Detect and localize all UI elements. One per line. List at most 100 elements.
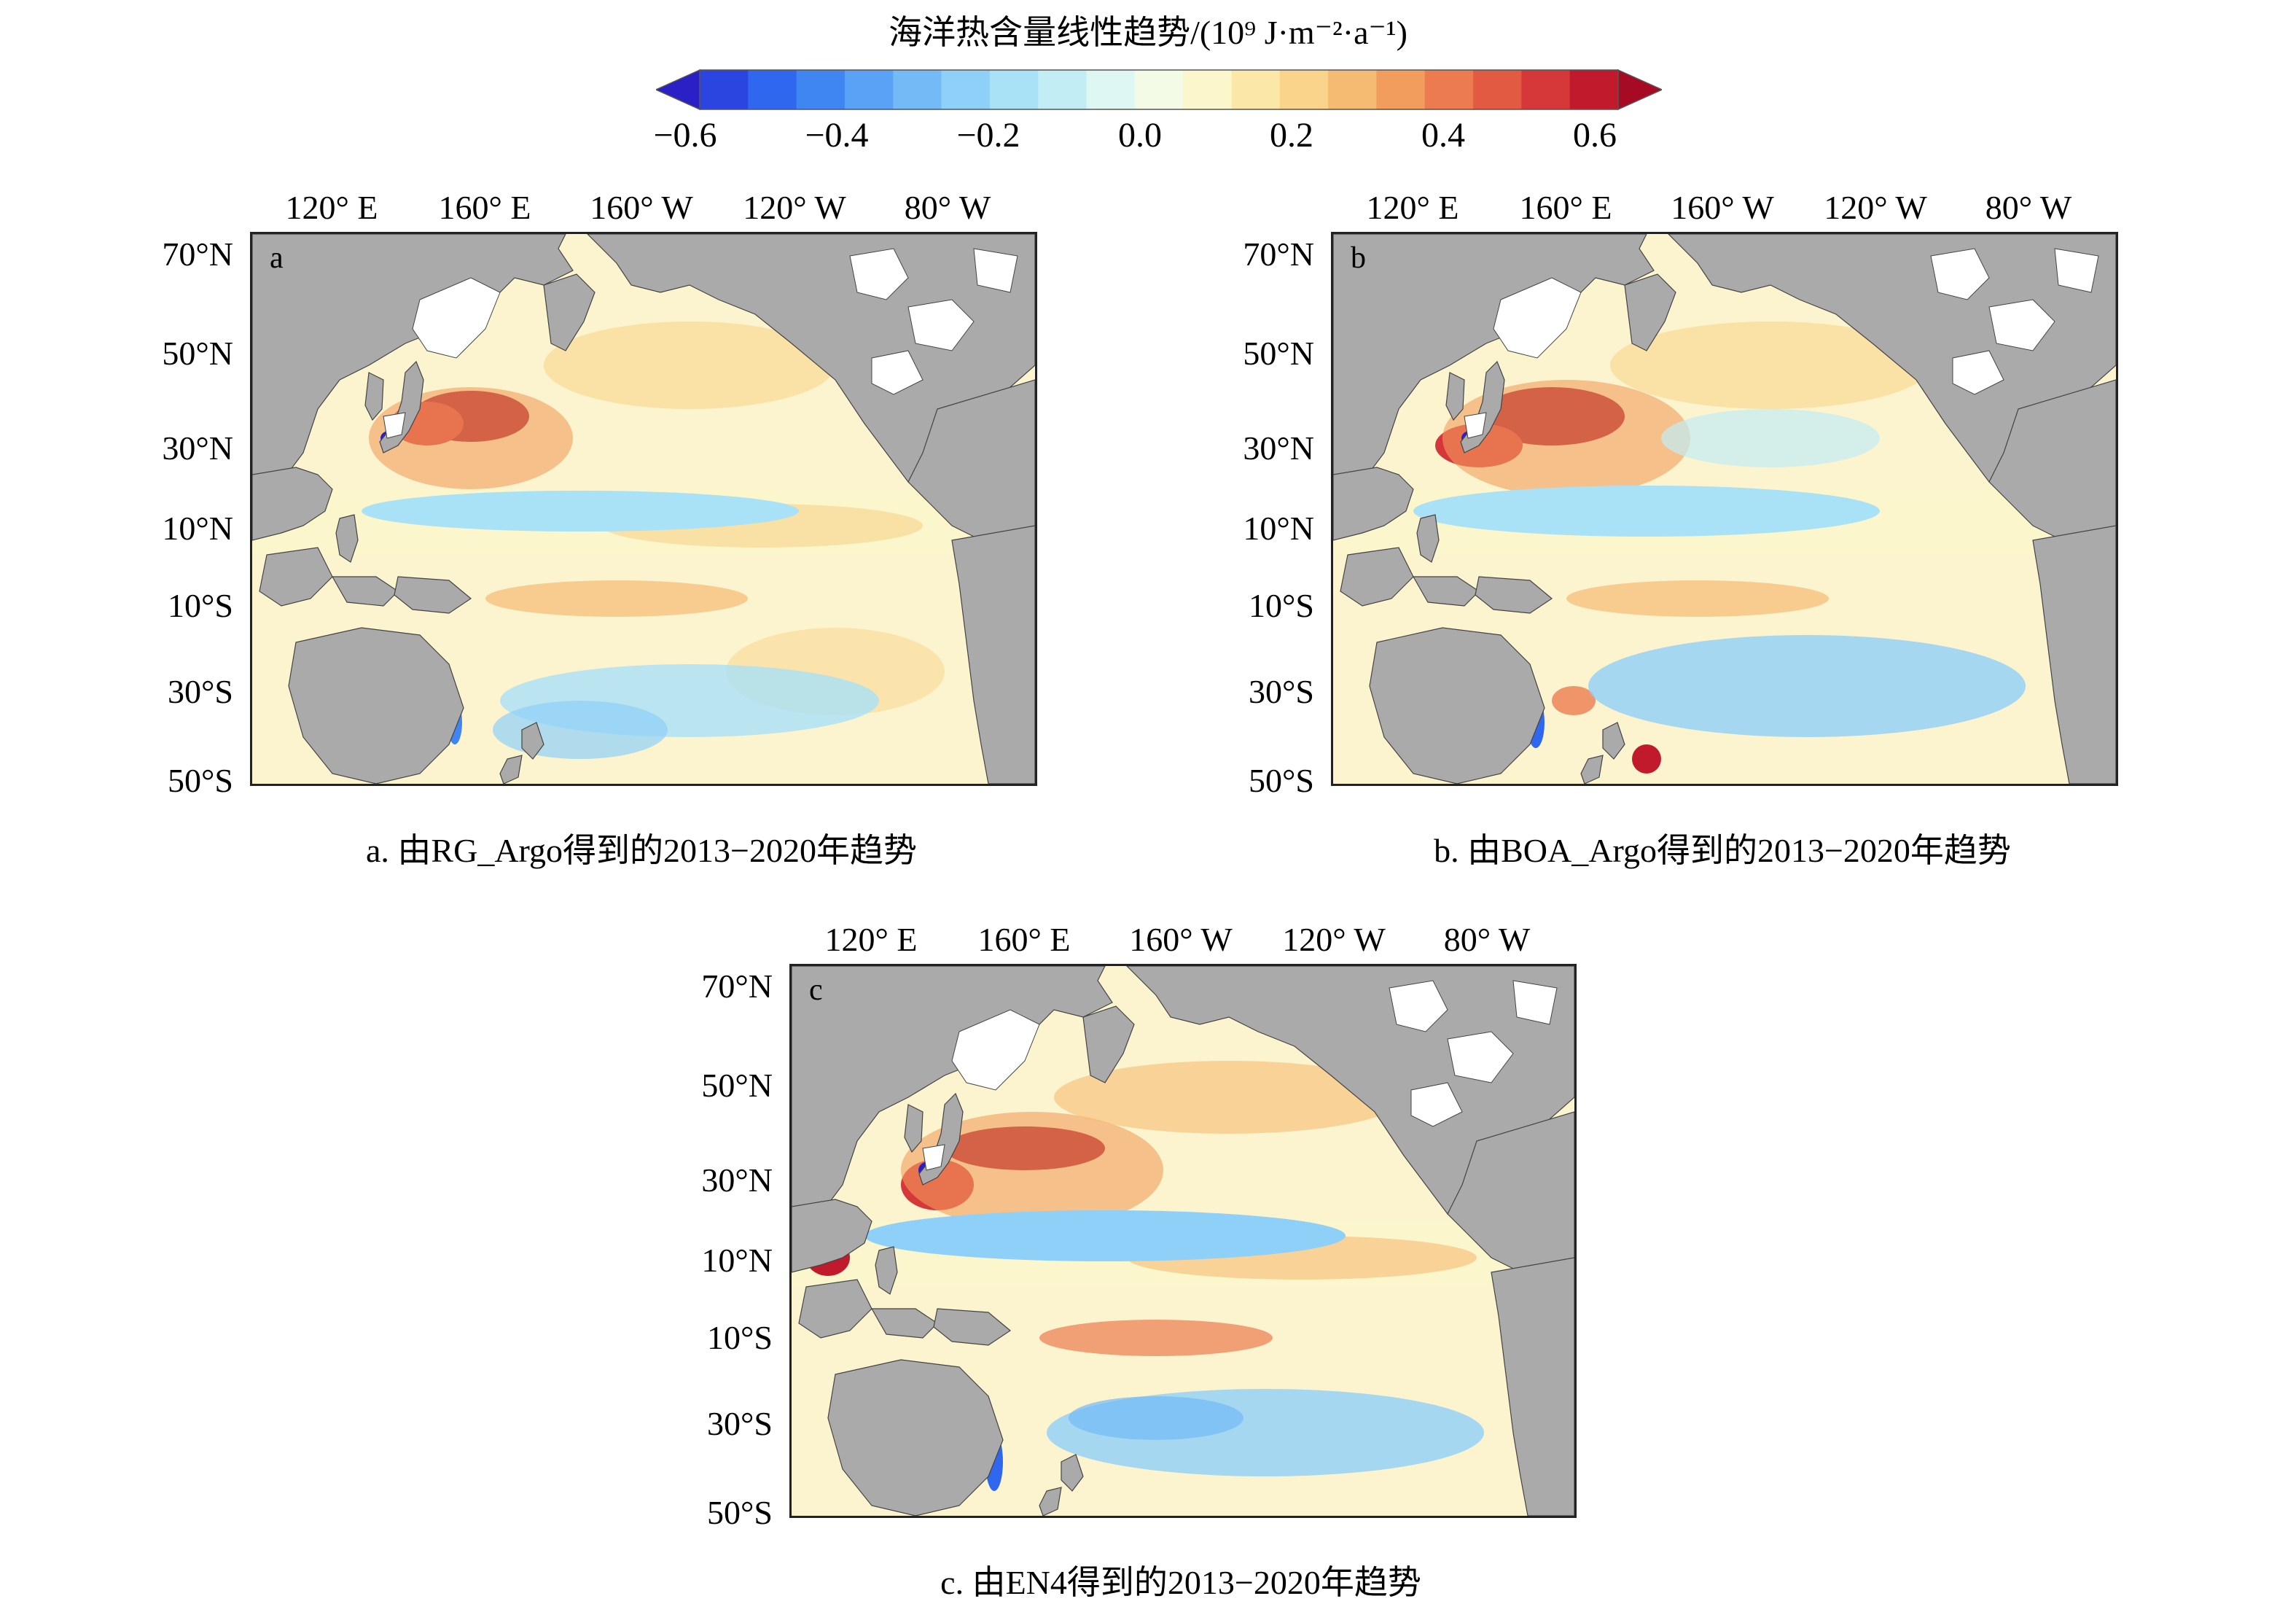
land-mass bbox=[1416, 514, 1440, 563]
colorbar-swatch bbox=[1473, 70, 1522, 109]
land-mass bbox=[1988, 379, 2116, 570]
colorbar-swatch bbox=[1521, 70, 1571, 109]
colorbar-swatch bbox=[1038, 70, 1088, 109]
land-mass bbox=[2032, 525, 2116, 784]
land-mass bbox=[904, 1104, 924, 1153]
warm-anomaly bbox=[1552, 686, 1596, 715]
land-mass bbox=[394, 576, 472, 614]
colorbar-swatch bbox=[893, 70, 942, 109]
lon-label: 120° W bbox=[1824, 189, 1927, 226]
cool-anomaly bbox=[1661, 409, 1880, 467]
lon-label: 120° E bbox=[824, 921, 918, 958]
cool-anomaly bbox=[1413, 486, 1880, 537]
ice-lake bbox=[1952, 350, 2004, 395]
lat-label: 50°N bbox=[1243, 335, 1314, 372]
land-mass bbox=[792, 1199, 872, 1273]
land-mass bbox=[1039, 1487, 1062, 1516]
warm-anomaly bbox=[901, 1112, 1163, 1229]
land-mass bbox=[335, 514, 359, 563]
lat-label: 50°S bbox=[1249, 762, 1314, 799]
cool-anomaly bbox=[362, 491, 799, 532]
lat-label: 70°N bbox=[701, 968, 773, 1005]
lat-label: 50°N bbox=[701, 1067, 773, 1104]
land-mass bbox=[521, 722, 544, 760]
caption-a: a. 由RG_Argo得到的2013−2020年趋势 bbox=[366, 832, 917, 869]
land-mass bbox=[1412, 576, 1480, 607]
lat-label: 50°S bbox=[707, 1494, 773, 1531]
land-mass bbox=[933, 1308, 1012, 1346]
ice-lake bbox=[849, 248, 909, 300]
land-mass bbox=[1369, 627, 1545, 784]
land-mass bbox=[499, 755, 523, 784]
lat-label: 30°N bbox=[1243, 429, 1314, 467]
warm-anomaly bbox=[1442, 380, 1690, 497]
lat-label: 30°S bbox=[168, 673, 233, 710]
land-mass bbox=[1340, 547, 1414, 607]
lat-label: 50°N bbox=[162, 335, 233, 372]
land-mass bbox=[288, 627, 464, 784]
warm-anomaly bbox=[1610, 322, 1931, 409]
lon-label: 80° W bbox=[1443, 921, 1531, 958]
panel-letter: c bbox=[809, 973, 823, 1007]
lat-label: 30°N bbox=[162, 429, 233, 467]
land-mass bbox=[827, 1359, 1004, 1516]
colorbar-tick: 0.0 bbox=[1118, 116, 1162, 155]
cool-anomaly bbox=[864, 1210, 1346, 1261]
colorbar-swatch bbox=[1569, 70, 1619, 109]
lon-label: 120° W bbox=[1282, 921, 1386, 958]
lon-label: 160° E bbox=[977, 921, 1071, 958]
land-mass bbox=[331, 576, 399, 607]
colorbar-tick: 0.2 bbox=[1270, 116, 1313, 155]
warm-anomaly bbox=[544, 322, 835, 409]
land-mass bbox=[1602, 722, 1625, 760]
colorbar-swatch bbox=[989, 70, 1039, 109]
lon-label: 160° W bbox=[1129, 921, 1233, 958]
colorbar-swatch bbox=[700, 70, 749, 109]
colorbar-tick: 0.4 bbox=[1421, 116, 1465, 155]
colorbar-swatch bbox=[1183, 70, 1232, 109]
colorbar-swatch bbox=[1231, 70, 1281, 109]
ice-lake bbox=[412, 277, 501, 359]
land-mass bbox=[1445, 372, 1465, 421]
lat-label: 10°S bbox=[707, 1319, 773, 1356]
lat-label: 10°S bbox=[1249, 587, 1314, 624]
lat-label: 70°N bbox=[1243, 235, 1314, 273]
ice-lake bbox=[1389, 980, 1448, 1032]
lat-label: 30°S bbox=[707, 1405, 773, 1442]
lat-label: 70°N bbox=[162, 235, 233, 273]
ice-lake bbox=[973, 248, 1018, 293]
colorbar-arrow-high bbox=[1617, 69, 1662, 111]
ice-lake bbox=[1464, 412, 1487, 439]
map-c bbox=[789, 964, 1577, 1518]
colorbar-arrow-low bbox=[656, 69, 700, 111]
map-b bbox=[1331, 232, 2118, 786]
land-mass bbox=[875, 1246, 898, 1295]
colorbar-swatch bbox=[1134, 70, 1184, 109]
colorbar-outline bbox=[699, 69, 1619, 110]
land-mass bbox=[1447, 1111, 1574, 1302]
land-mass bbox=[798, 1279, 872, 1339]
ice-lake bbox=[871, 350, 924, 395]
colorbar-swatch bbox=[941, 70, 991, 109]
colorbar-swatch bbox=[796, 70, 846, 109]
warm-anomaly bbox=[1039, 1320, 1273, 1356]
lat-label: 10°N bbox=[162, 510, 233, 547]
ice-lake bbox=[1410, 1082, 1463, 1127]
ice-lake bbox=[1988, 299, 2055, 351]
colorbar-swatch bbox=[844, 70, 894, 109]
lon-label: 80° W bbox=[904, 189, 991, 226]
colorbar-tick: −0.6 bbox=[653, 116, 717, 155]
lon-label: 80° W bbox=[1985, 189, 2072, 226]
ice-lake bbox=[951, 1009, 1040, 1091]
ice-lake bbox=[922, 1144, 945, 1171]
caption-b: b. 由BOA_Argo得到的2013−2020年趋势 bbox=[1434, 832, 2011, 869]
map-a bbox=[250, 232, 1037, 786]
ice-lake bbox=[2054, 248, 2099, 293]
warm-anomaly bbox=[485, 580, 748, 617]
warm-anomaly bbox=[1566, 580, 1829, 617]
colorbar-swatch bbox=[1328, 70, 1377, 109]
land-mass bbox=[543, 273, 596, 351]
lon-label: 160° W bbox=[1671, 189, 1774, 226]
ice-lake bbox=[1930, 248, 1990, 300]
lat-label: 10°N bbox=[701, 1242, 773, 1279]
